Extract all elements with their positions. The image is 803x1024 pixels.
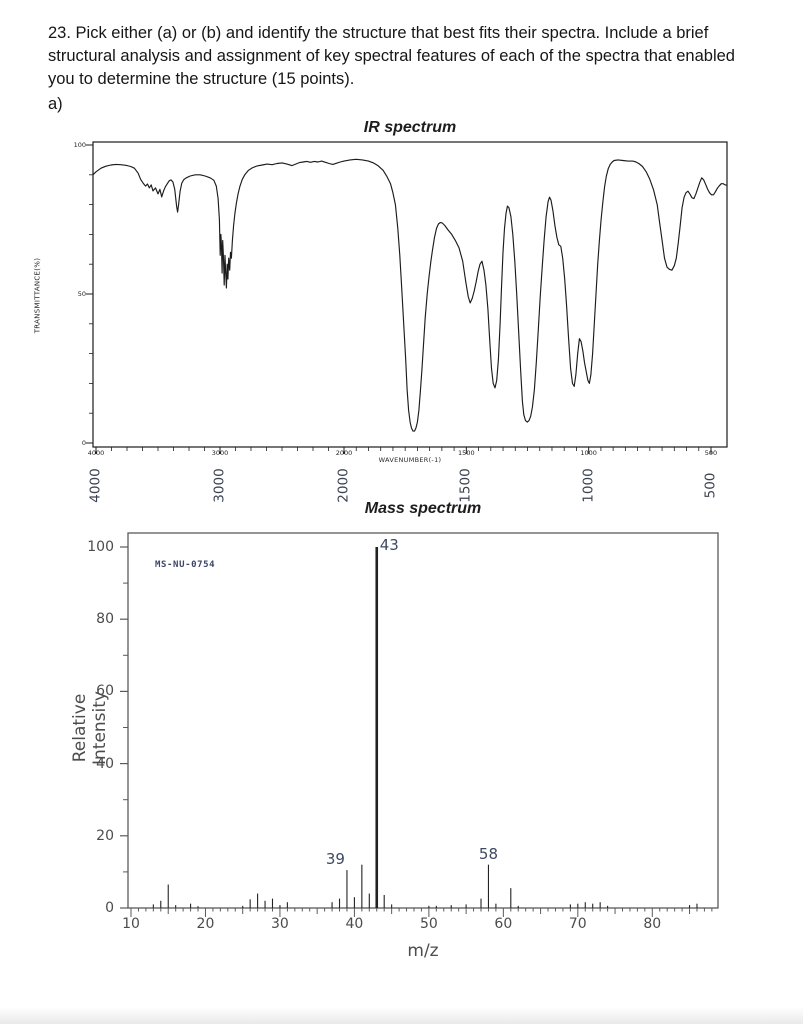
mass-spectrum-title: Mass spectrum [364,500,482,517]
ms-plot-box [127,532,719,909]
ms-peak-label-58: 58 [478,844,498,863]
part-a-label: a) [48,95,63,113]
ir-x-tick-label-rotated: 4000 [87,468,104,503]
ms-y-tick-label: 80 [96,611,114,628]
page-bottom-shadow [0,1007,803,1024]
ir-y-tick-label: 100 [73,141,86,149]
ms-x-tick-label: 10 [122,916,140,932]
ms-x-tick-label: 80 [643,916,662,932]
ms-x-tick-label: 40 [345,916,364,932]
ms-x-tick-label: 70 [568,916,587,932]
ir-x-tick-label-rotated: 1500 [457,468,474,503]
ir-x-tick-label: 500 [704,449,718,457]
ir-x-tick-label: 2000 [335,449,353,457]
ir-y-tick-label: 50 [77,290,86,298]
ms-peak-label-43: 43 [379,536,399,554]
ir-curve [92,158,727,432]
ms-y-tick-label: 100 [87,539,114,555]
ms-x-tick-label: 30 [271,916,289,932]
ir-x-tick-label-rotated: 1000 [580,468,597,503]
ir-x-tick-label-rotated: 500 [702,472,719,499]
ir-x-tick-label: 1500 [458,449,475,457]
ir-x-tick-label: 1000 [580,449,597,457]
ms-y-tick-label: 40 [96,755,114,772]
ms-y-axis-label: Relative Intensity [70,691,110,765]
ms-y-tick-label: 60 [96,683,114,700]
ir-x-tick-label-rotated: 3000 [211,468,228,503]
ir-y-tick-label: 0 [81,439,86,447]
ms-y-tick-label: 20 [96,827,114,844]
ir-x-tick-label-rotated: 2000 [335,468,352,503]
ms-watermark: MS-NU-0754 [155,560,216,570]
ir-spectrum-title: IR spectrum [363,119,457,136]
ms-x-tick-label: 20 [196,916,215,932]
ms-y-tick-label: 0 [105,900,114,916]
ms-x-tick-label: 50 [419,916,438,932]
ms-x-tick-label: 60 [494,916,513,932]
ms-peak-label-39: 39 [325,850,345,869]
question-text: 23. Pick either (a) or (b) and identify … [48,24,735,88]
ir-plot-box [92,141,728,448]
ms-x-axis-label: m/z [407,941,439,961]
ir-x-tick-label: 4000 [87,449,105,457]
ir-x-axis-label: WAVENUMBER(-1) [378,456,442,464]
ir-y-axis-label: TRANSMITTANCE(%) [33,257,42,334]
ir-x-tick-label: 3000 [211,449,229,457]
